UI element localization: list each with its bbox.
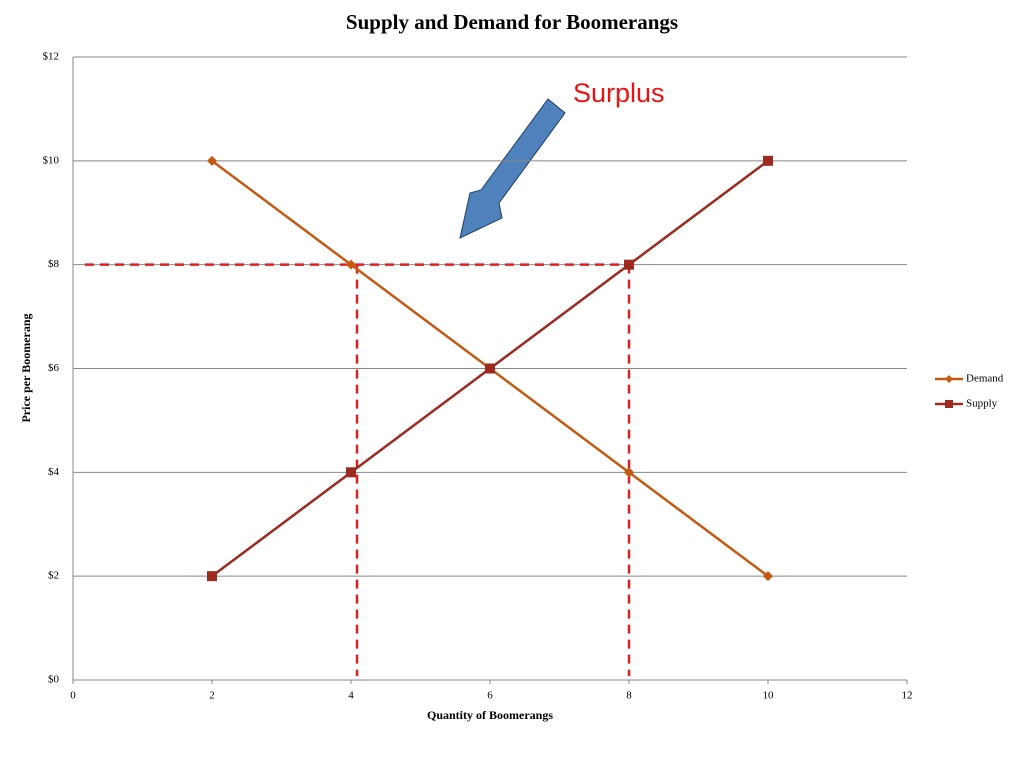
- point: [624, 259, 634, 270]
- y-axis-title: Price per Boomerang: [19, 313, 33, 422]
- x-tick-label: 12: [902, 690, 913, 702]
- y-tick-label: $6: [48, 362, 60, 374]
- x-tick-label: 6: [487, 690, 493, 702]
- x-tick-label: 2: [209, 690, 215, 702]
- y-tick-label: $0: [48, 674, 60, 686]
- point: [346, 467, 356, 478]
- y-tick-label: $8: [48, 258, 60, 270]
- x-axis-title: Quantity of Boomerangs: [427, 708, 553, 722]
- legend-marker: [945, 400, 953, 408]
- point: [346, 259, 356, 270]
- x-tick-label: 4: [348, 690, 354, 702]
- point: [624, 467, 634, 478]
- y-tick-label: $10: [43, 154, 60, 166]
- x-tick-label: 10: [763, 690, 775, 702]
- y-tick-label: $4: [48, 466, 60, 478]
- annotation: Surplus: [573, 78, 665, 108]
- chart-title: Supply and Demand for Boomerangs: [346, 10, 678, 34]
- y-tick-label: $12: [43, 51, 60, 63]
- point: [207, 571, 217, 582]
- arrow: [459, 98, 566, 239]
- point: [485, 363, 495, 374]
- point: [207, 155, 217, 166]
- x-tick-label: 8: [626, 690, 632, 702]
- point: [763, 571, 773, 582]
- legend-label: Supply: [966, 398, 998, 410]
- legend-label: Demand: [966, 373, 1004, 385]
- y-tick-label: $2: [48, 570, 59, 582]
- legend-marker: [945, 375, 953, 383]
- x-tick-label: 0: [70, 690, 76, 702]
- point: [763, 155, 773, 166]
